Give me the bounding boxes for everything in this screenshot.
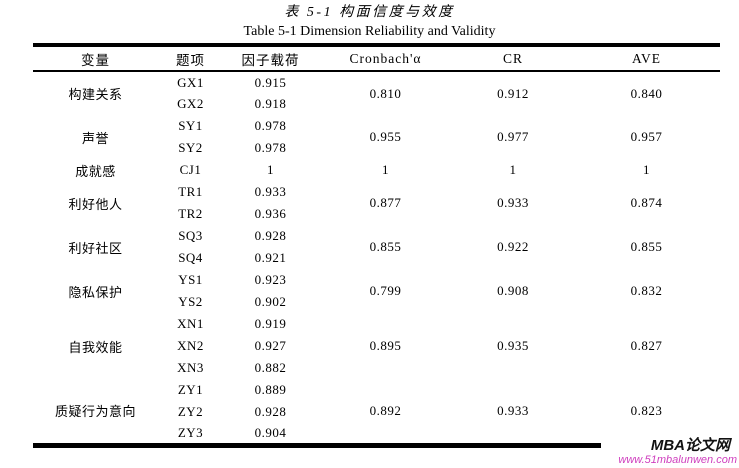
table-row: XN3 0.882	[33, 357, 720, 379]
header-ave: AVE	[631, 50, 661, 66]
table-caption-en: Table 5-1 Dimension Reliability and Vali…	[243, 24, 496, 39]
item-code-cell: TR2	[178, 206, 203, 221]
cronbach-cell: 0.877	[369, 195, 402, 210]
table-row: XN2 0.927	[33, 335, 720, 357]
item-code-cell: SY1	[178, 118, 203, 133]
item-code-cell: GX2	[177, 96, 204, 111]
item-code-cell: YS1	[178, 272, 203, 287]
variable-cell: 自我效能	[68, 339, 123, 355]
factor-loading-cell: 0.923	[254, 272, 287, 287]
variable-cell: 利好他人	[68, 196, 123, 212]
item-code-cell: ZY1	[177, 382, 204, 397]
watermark: MBA论文网 www.51mbalunwen.com	[601, 436, 739, 466]
cr-cell: 1	[509, 162, 517, 177]
header-factor-loading: 因子载荷	[241, 52, 300, 68]
cr-cell: 0.935	[497, 338, 529, 353]
variable-cell: 利好社区	[68, 240, 123, 256]
item-code-cell: TR1	[178, 184, 203, 199]
variable-cell: 声誉	[81, 130, 109, 146]
factor-loading-cell: 0.902	[254, 294, 287, 309]
table-row: YS2 0.902	[33, 291, 720, 313]
item-code-cell: SQ4	[178, 250, 203, 265]
variable-cell: 隐私保护	[68, 284, 123, 300]
item-code-cell: SY2	[178, 140, 203, 155]
variable-cell: 成就感	[75, 163, 116, 179]
header-row: 变量 题项 因子载荷 Cronbach'α CR AVE	[33, 45, 720, 71]
ave-cell: 0.823	[630, 402, 663, 418]
item-code-cell: ZY2	[177, 404, 204, 419]
table-row: SY2 0.978	[33, 137, 720, 159]
cr-cell: 0.977	[497, 129, 529, 144]
table-row: 成就感 CJ1 1 1 1 1	[33, 159, 720, 181]
cronbach-cell: 0.810	[369, 85, 402, 101]
ave-cell: 0.874	[630, 195, 663, 210]
cronbach-cell: 0.955	[369, 129, 402, 144]
factor-loading-cell: 1	[267, 162, 274, 177]
cr-cell: 0.933	[497, 195, 529, 210]
item-code-cell: SQ3	[178, 228, 203, 243]
cronbach-cell: 0.892	[369, 402, 402, 418]
ave-cell: 0.855	[630, 239, 663, 254]
cr-cell: 0.933	[497, 402, 529, 418]
table-row: 利好社区 SQ3 0.928 0.855 0.922 0.855	[33, 225, 720, 256]
table-row: 声誉 SY1 0.978 0.955 0.977 0.957	[33, 115, 720, 146]
item-code-cell: CJ1	[179, 162, 202, 177]
cronbach-cell: 0.799	[369, 283, 402, 298]
header-variable: 变量	[81, 52, 110, 68]
cr-cell: 0.908	[497, 283, 529, 298]
watermark-brand-text: MBA论文网	[650, 437, 730, 454]
ave-cell: 0.827	[630, 338, 663, 353]
cr-cell: 0.912	[497, 85, 529, 101]
cronbach-cell: 1	[382, 162, 389, 177]
factor-loading-cell: 0.882	[254, 360, 287, 375]
variable-cell: 质疑行为意向	[54, 404, 136, 420]
factor-loading-cell: 0.918	[254, 96, 287, 111]
watermark-url-text: www.51mbalunwen.com	[618, 454, 737, 466]
ave-cell: 0.832	[630, 283, 663, 298]
variable-cell: 构建关系	[68, 87, 123, 102]
table-row: 质疑行为意向 ZY1 0.889 0.892 0.933 0.823	[33, 379, 720, 419]
header-cr: CR	[502, 50, 523, 66]
item-code-cell: GX1	[177, 74, 204, 90]
factor-loading-cell: 0.889	[254, 382, 287, 397]
table-row: ZY2 0.928	[33, 401, 720, 423]
table-row: 自我效能 XN1 0.919 0.895 0.935 0.827	[33, 313, 720, 355]
cr-cell: 0.922	[497, 239, 529, 254]
ave-cell: 0.957	[630, 129, 663, 144]
factor-loading-cell: 0.927	[254, 338, 287, 353]
table-row: 利好他人 TR1 0.933 0.877 0.933 0.874	[33, 181, 720, 212]
factor-loading-cell: 0.978	[254, 140, 287, 155]
table-row: 隐私保护 YS1 0.923 0.799 0.908 0.832	[33, 269, 720, 300]
reliability-validity-table: 变量 题项 因子载荷 Cronbach'α CR AVE 构建关系 GX1 0.91…	[33, 43, 720, 448]
table-caption-zh: 表 5-1 构面信度与效度	[284, 5, 455, 20]
factor-loading-cell: 0.919	[254, 316, 287, 331]
factor-loading-cell: 0.933	[254, 184, 287, 199]
item-code-cell: YS2	[178, 294, 203, 309]
factor-loading-cell: 0.936	[254, 206, 287, 221]
table-row: TR2 0.936	[33, 203, 720, 225]
factor-loading-cell: 0.928	[254, 228, 287, 243]
item-code-cell: XN3	[177, 360, 204, 375]
factor-loading-cell: 0.915	[254, 74, 287, 90]
factor-loading-cell: 0.978	[254, 118, 287, 133]
table-row: GX2 0.918	[33, 93, 720, 115]
item-code-cell: XN1	[177, 316, 204, 331]
cronbach-cell: 0.855	[369, 239, 402, 254]
item-code-cell: XN2	[177, 338, 204, 353]
header-item: 题项	[176, 52, 205, 68]
item-code-cell: ZY3	[177, 424, 204, 440]
ave-cell: 0.840	[630, 85, 663, 101]
ave-cell: 1	[643, 162, 650, 177]
cronbach-cell: 0.895	[369, 338, 402, 353]
factor-loading-cell: 0.904	[254, 424, 287, 440]
table-row: 构建关系 GX1 0.915 0.810 0.912 0.840	[33, 71, 720, 103]
factor-loading-cell: 0.928	[254, 404, 287, 419]
table-body: 构建关系 GX1 0.915 0.810 0.912 0.840 GX2 0.918 声誉 SY1…	[33, 71, 720, 445]
header-cronbach-alpha: Cronbach'α	[349, 50, 422, 66]
table-row: ZY3 0.904	[33, 423, 720, 445]
table-row: SQ4 0.921	[33, 247, 720, 269]
factor-loading-cell: 0.921	[254, 250, 287, 265]
